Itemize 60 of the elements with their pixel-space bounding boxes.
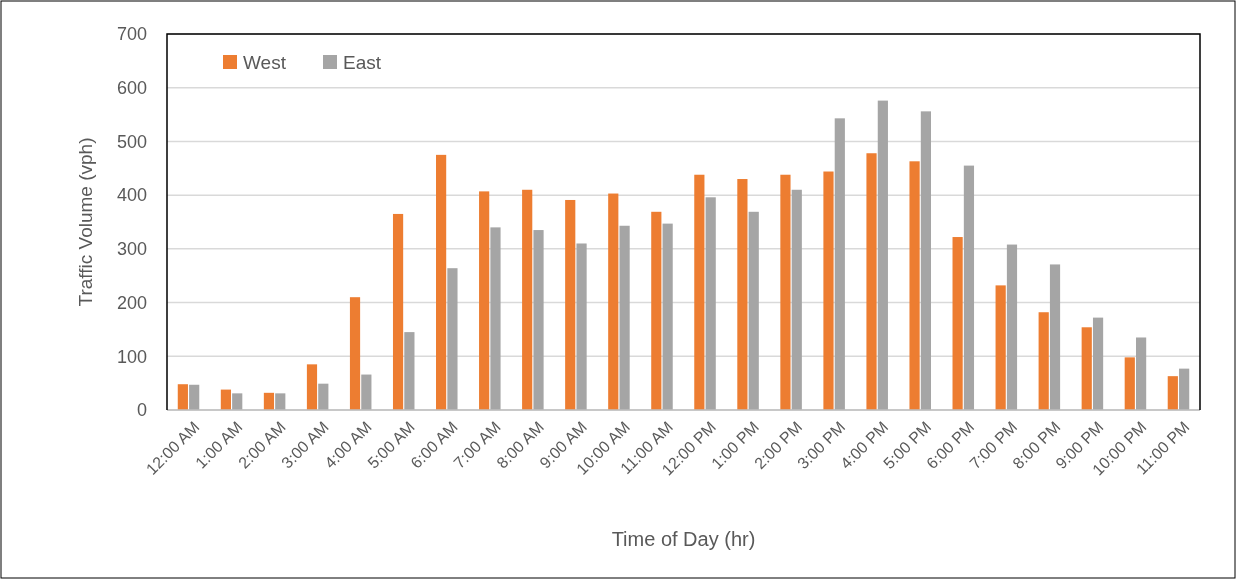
bar bbox=[791, 189, 802, 410]
bar bbox=[834, 118, 845, 410]
bar bbox=[263, 392, 275, 410]
bar bbox=[533, 230, 544, 410]
bar bbox=[220, 389, 231, 410]
bar bbox=[608, 193, 619, 410]
bar bbox=[952, 237, 963, 410]
bar bbox=[1179, 368, 1190, 410]
bar bbox=[490, 227, 501, 410]
bar bbox=[232, 393, 243, 410]
y-tick-label: 0 bbox=[136, 400, 147, 421]
bar bbox=[306, 364, 318, 410]
bar bbox=[1038, 312, 1049, 410]
bar bbox=[866, 153, 877, 410]
x-axis-title: Time of Day (hr) bbox=[611, 528, 756, 550]
bar bbox=[662, 223, 673, 410]
bar bbox=[576, 243, 587, 410]
bar bbox=[177, 384, 188, 410]
y-axis-title: Traffic Volume (vph) bbox=[75, 137, 96, 307]
bar bbox=[392, 213, 404, 410]
y-tick-label: 500 bbox=[116, 131, 147, 152]
legend-label: West bbox=[243, 51, 287, 73]
legend-label: East bbox=[343, 51, 382, 73]
bar bbox=[189, 384, 200, 410]
bar bbox=[920, 111, 931, 410]
bar bbox=[705, 197, 716, 410]
bar bbox=[522, 189, 533, 410]
bar bbox=[963, 165, 975, 410]
bar bbox=[995, 285, 1006, 410]
bar bbox=[436, 154, 447, 410]
bar bbox=[748, 211, 759, 410]
bar bbox=[479, 191, 490, 410]
bar bbox=[565, 199, 576, 410]
bar bbox=[447, 268, 458, 410]
bar bbox=[780, 174, 791, 410]
bar bbox=[1081, 327, 1092, 410]
y-tick-label: 300 bbox=[116, 239, 147, 260]
bar bbox=[1136, 337, 1147, 410]
bar bbox=[737, 179, 748, 410]
bar bbox=[823, 171, 834, 410]
bar bbox=[619, 225, 630, 410]
bar bbox=[361, 374, 372, 410]
bar bbox=[275, 393, 286, 410]
bar bbox=[877, 100, 888, 410]
bar bbox=[1167, 376, 1178, 410]
y-tick-label: 100 bbox=[116, 346, 147, 367]
bar bbox=[1049, 264, 1061, 410]
bar bbox=[909, 161, 920, 410]
bar bbox=[1124, 357, 1135, 410]
bar bbox=[404, 332, 415, 410]
y-tick-label: 400 bbox=[116, 185, 147, 206]
y-tick-label: 600 bbox=[116, 78, 147, 99]
bar bbox=[318, 383, 329, 410]
bar bbox=[1006, 244, 1018, 410]
y-tick-label: 700 bbox=[116, 24, 147, 45]
bar bbox=[349, 297, 361, 410]
bar bbox=[1092, 317, 1104, 410]
bar bbox=[651, 211, 662, 410]
y-tick-label: 200 bbox=[116, 292, 147, 313]
bar bbox=[694, 174, 705, 410]
